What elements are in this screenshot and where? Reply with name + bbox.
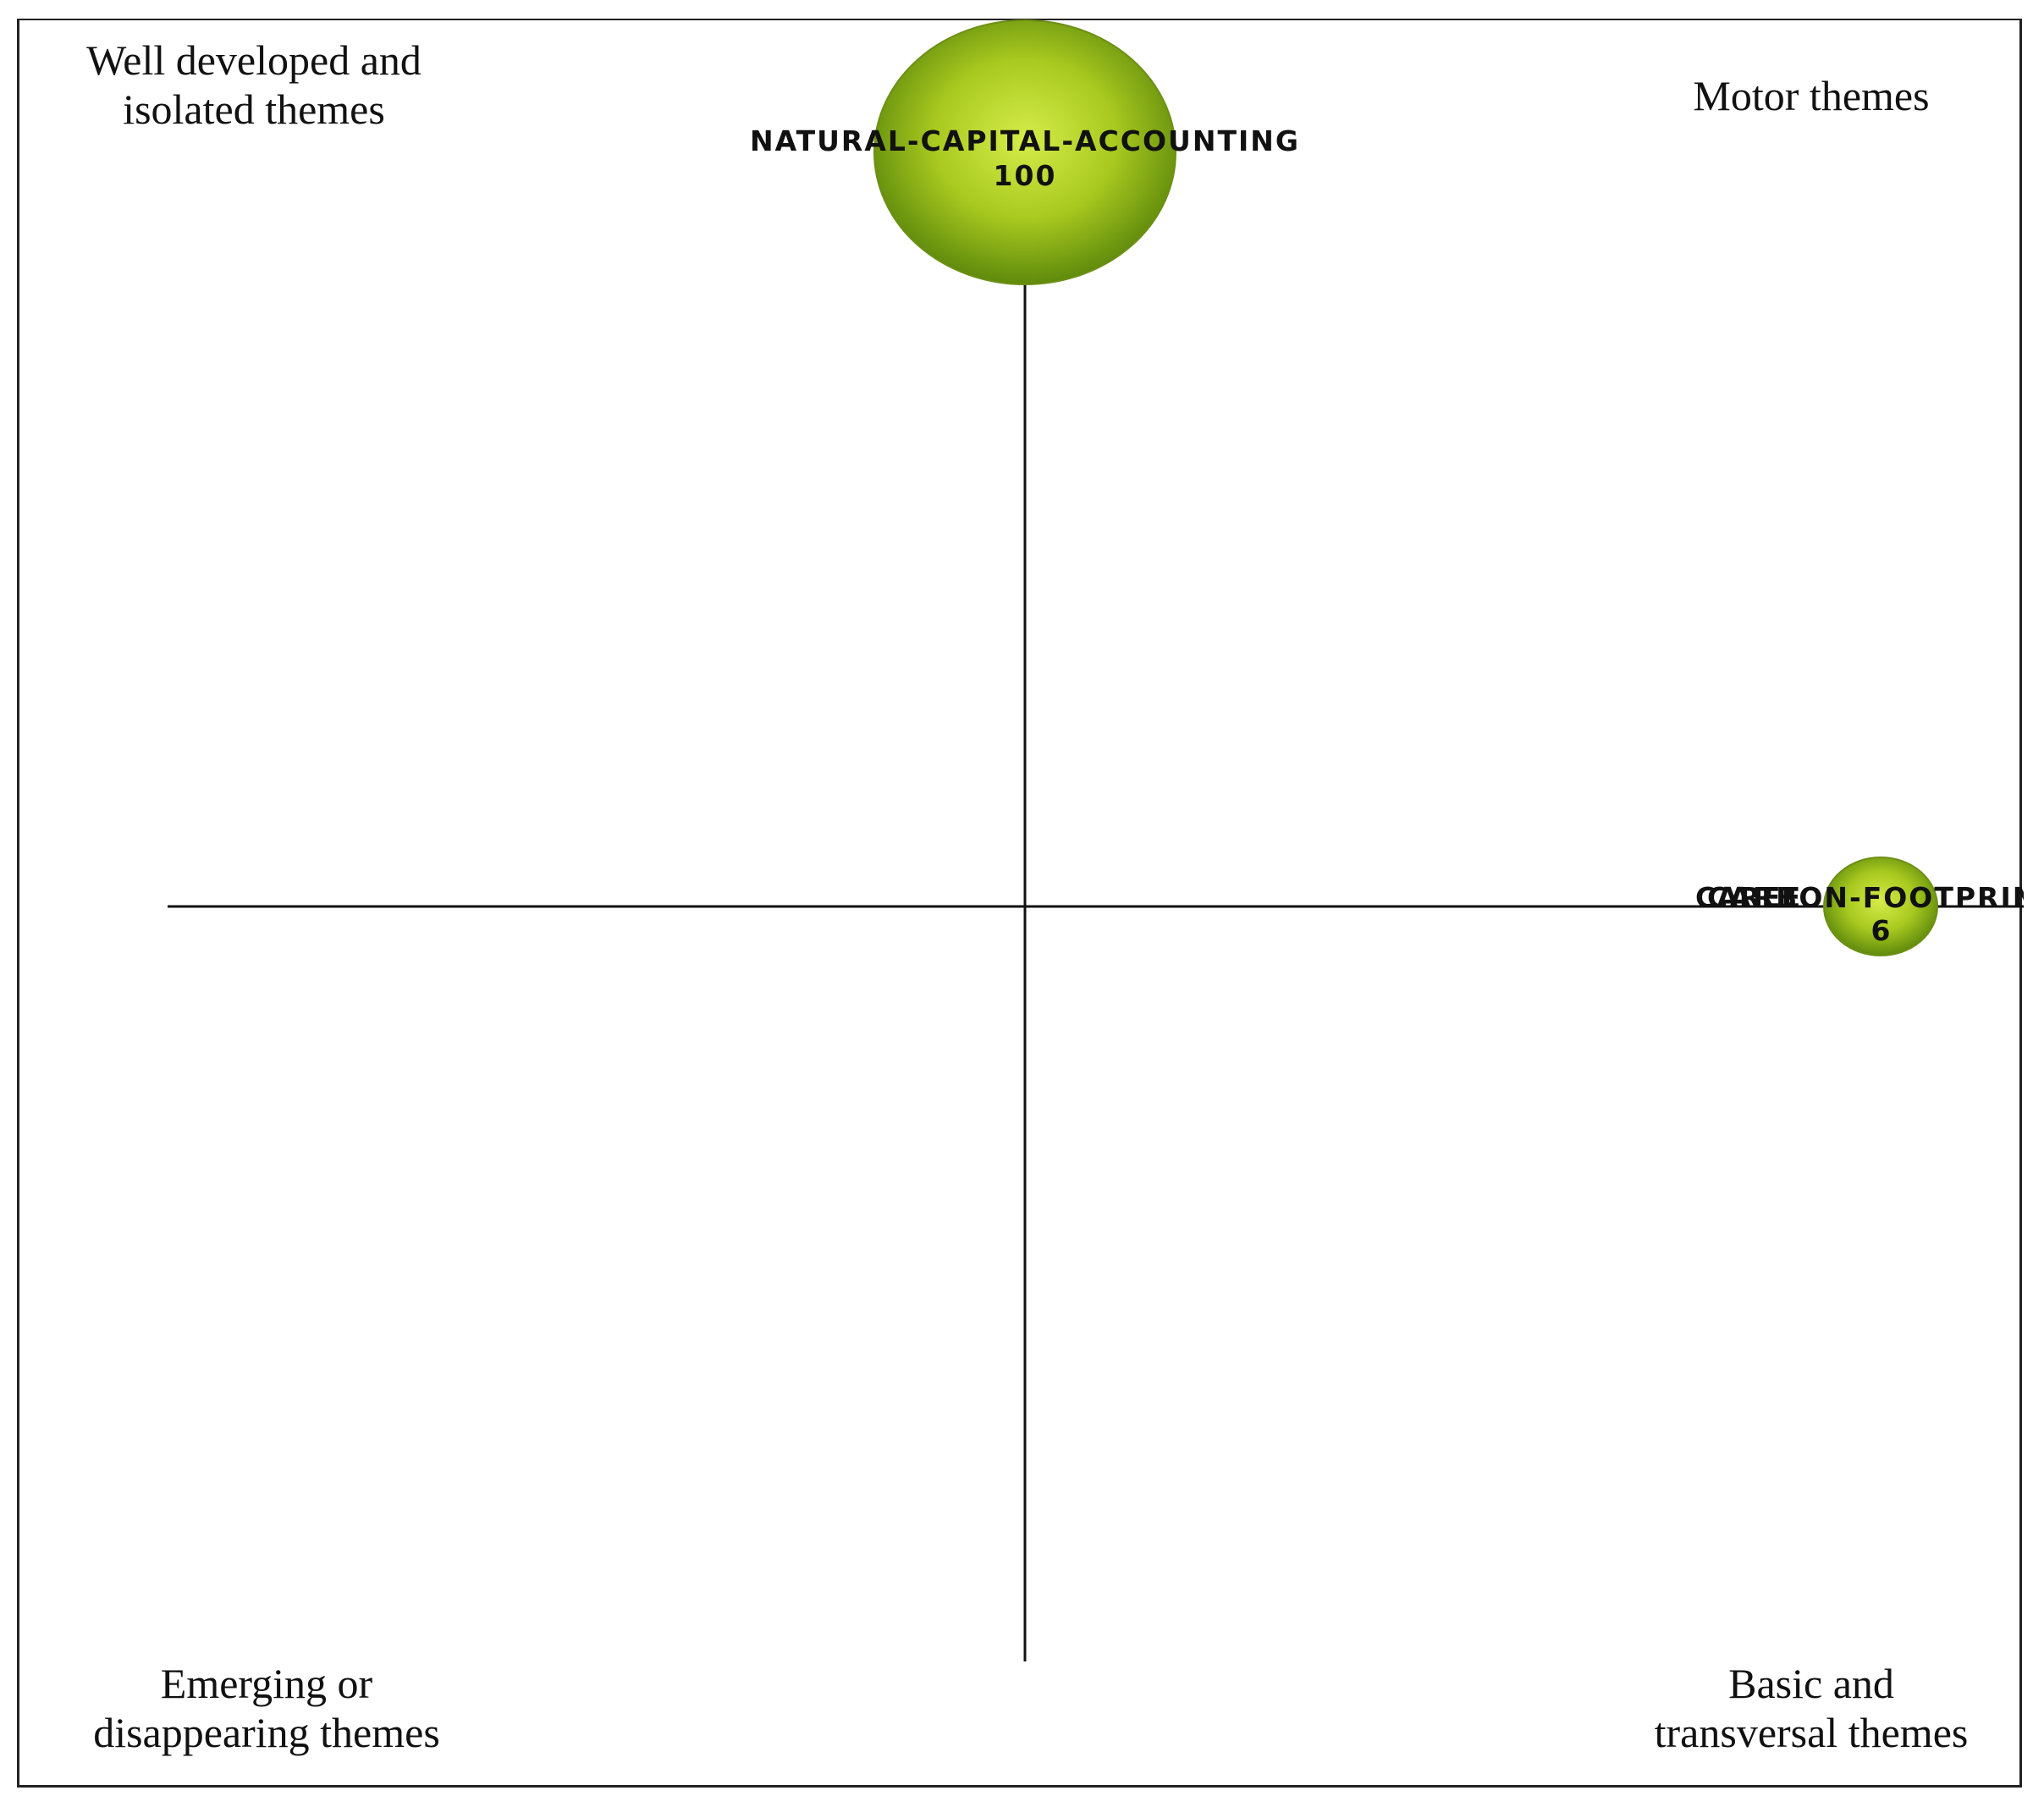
quadrant-line: Well developed and xyxy=(86,36,421,84)
theme-bubble-carbon-footprint[interactable]: CAREE CARBON-FOOTPRINT 6 xyxy=(1695,857,2044,956)
overlap-theme-label: CAREE xyxy=(1695,881,1801,914)
theme-name-label: CARBON-FOOTPRINT xyxy=(1707,881,2044,914)
theme-name-label: NATURAL-CAPITAL-ACCOUNTING xyxy=(750,124,1300,157)
quadrant-line: disappearing themes xyxy=(93,1709,440,1756)
theme-value-label: 6 xyxy=(1871,914,1891,947)
theme-value-label: 100 xyxy=(994,159,1057,192)
quadrant-label-top-left: Well developed and isolated themes xyxy=(34,36,474,134)
quadrant-label-top-right: Motor themes xyxy=(1634,71,1989,120)
quadrant-line: Motor themes xyxy=(1693,72,1930,119)
bubble xyxy=(1823,857,1938,956)
quadrant-line: Basic and xyxy=(1728,1660,1894,1707)
quadrant-label-bottom-left: Emerging or disappearing themes xyxy=(51,1659,482,1757)
right-margin-mask xyxy=(2024,863,2044,931)
strategic-diagram-frame xyxy=(17,19,2022,1788)
bubble xyxy=(873,19,1176,285)
quadrant-label-bottom-right: Basic and transversal themes xyxy=(1608,1659,2014,1757)
quadrant-line: isolated themes xyxy=(123,85,385,133)
quadrant-line: transversal themes xyxy=(1654,1709,1969,1756)
quadrant-line: Emerging or xyxy=(160,1660,373,1707)
theme-bubble-natural-capital-accounting[interactable]: NATURAL-CAPITAL-ACCOUNTING 100 xyxy=(750,19,1300,285)
